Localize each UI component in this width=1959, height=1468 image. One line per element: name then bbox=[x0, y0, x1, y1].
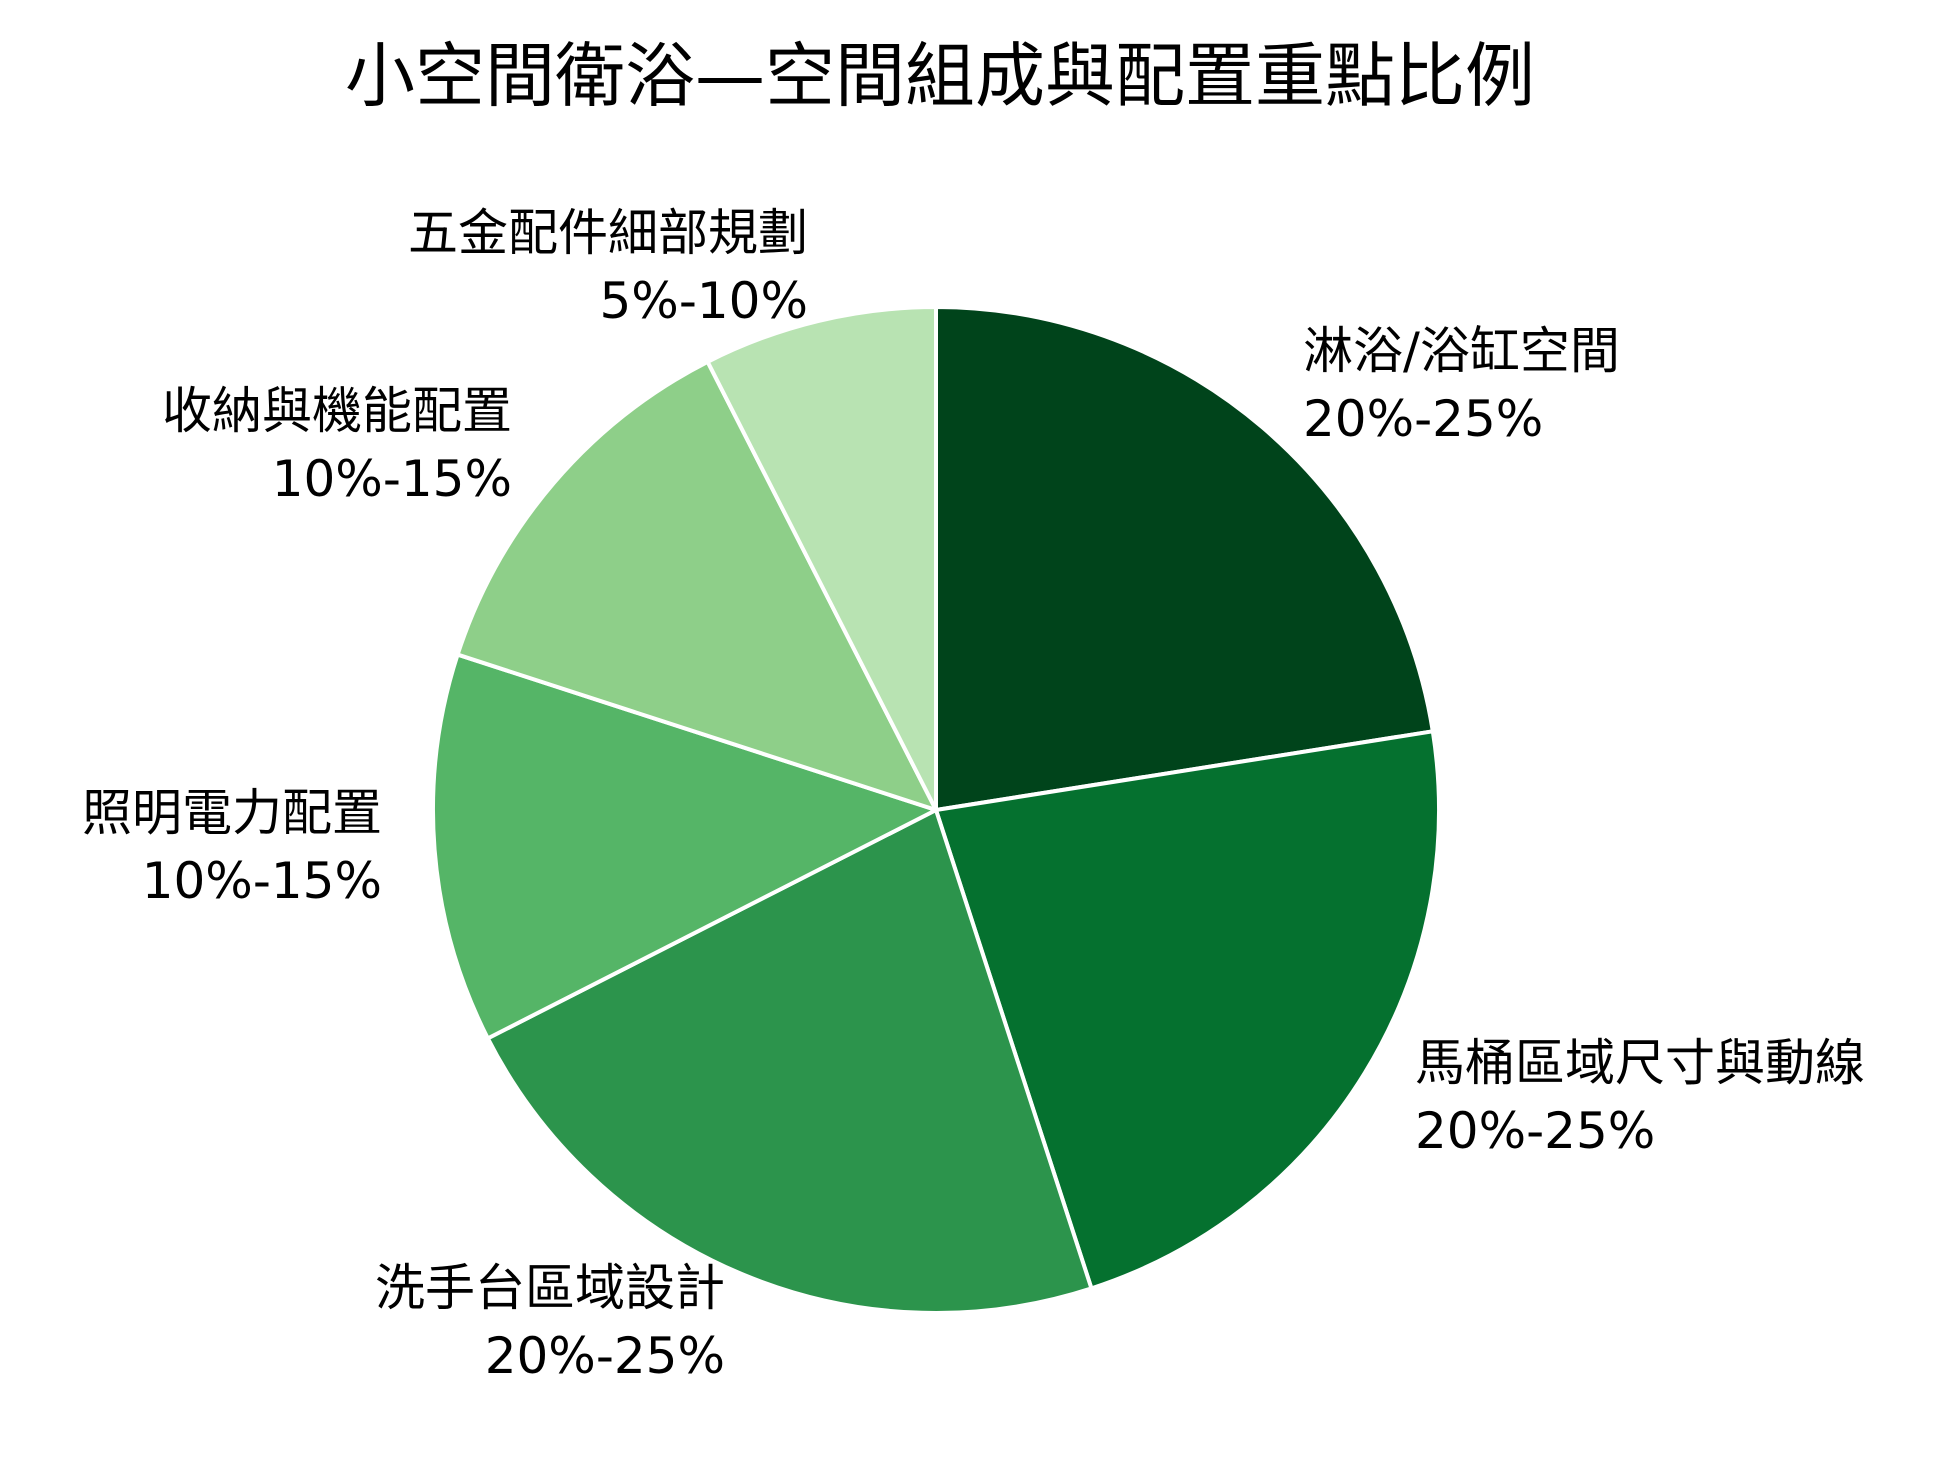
slice-name-label-6: 五金配件細部規劃 bbox=[408, 204, 808, 262]
pie-slice-6 bbox=[705, 305, 938, 812]
pie-slices bbox=[431, 305, 1441, 1315]
chart-title: 小空間衛浴—空間組成與配置重點比例 bbox=[345, 35, 1535, 117]
slice-name-label-3: 洗手台區域設計 bbox=[375, 1259, 725, 1317]
slice-name-label-2: 馬桶區域尺寸與動線 bbox=[1415, 1034, 1865, 1092]
pie-slice-1 bbox=[934, 305, 1435, 812]
slice-name-label-4: 照明電力配置 bbox=[82, 784, 382, 842]
slice-range-label-5: 10%-15% bbox=[272, 450, 512, 508]
slice-range-label-4: 10%-15% bbox=[142, 852, 382, 910]
pie-labels: 淋浴/浴缸空間 20%-25% 馬桶區域尺寸與動線 20%-25% 洗手台區域設計 20%… bbox=[82, 204, 1865, 1385]
slice-range-label-1: 20%-25% bbox=[1303, 390, 1543, 448]
pie-slice-2 bbox=[934, 729, 1441, 1291]
slice-name-label-1: 淋浴/浴缸空間 bbox=[1303, 322, 1620, 380]
pie-slice-3 bbox=[485, 808, 1094, 1315]
slice-range-label-2: 20%-25% bbox=[1415, 1102, 1655, 1160]
slice-name-label-5: 收納與機能配置 bbox=[162, 382, 512, 440]
slice-range-label-6: 5%-10% bbox=[600, 272, 809, 330]
pie-slice-4 bbox=[431, 652, 938, 1041]
slice-range-label-3: 20%-25% bbox=[485, 1327, 725, 1385]
pie-slice-5 bbox=[455, 359, 938, 812]
